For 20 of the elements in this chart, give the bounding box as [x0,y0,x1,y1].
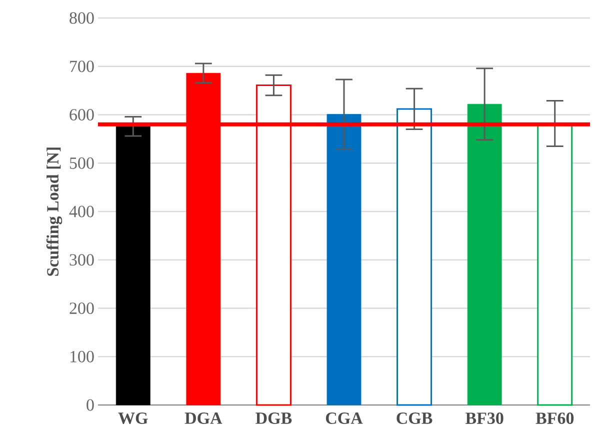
bar [467,104,502,406]
x-tick-label: BF30 [465,412,504,424]
y-tick-label: 100 [70,350,94,362]
y-tick-label: 700 [70,60,94,72]
x-tick-label: DGB [256,412,292,424]
y-tick-label: 600 [70,109,94,120]
y-axis-title: Scuffing Load [N] [46,148,62,276]
bar [326,114,362,406]
x-tick-label: DGA [184,412,222,424]
y-tick-label: 300 [70,254,94,266]
x-tick-label: CGB [396,412,432,424]
x-tick-label: WG [118,412,148,424]
y-tick-label: 0 [86,399,94,411]
y-tick-label: 200 [70,302,94,314]
x-tick-label: BF60 [536,412,574,424]
x-tick-label: CGA [326,412,363,424]
y-tick-label: 500 [70,157,94,169]
y-tick-label: 800 [70,12,94,24]
y-tick-label: 400 [69,206,94,218]
bar [396,108,432,406]
